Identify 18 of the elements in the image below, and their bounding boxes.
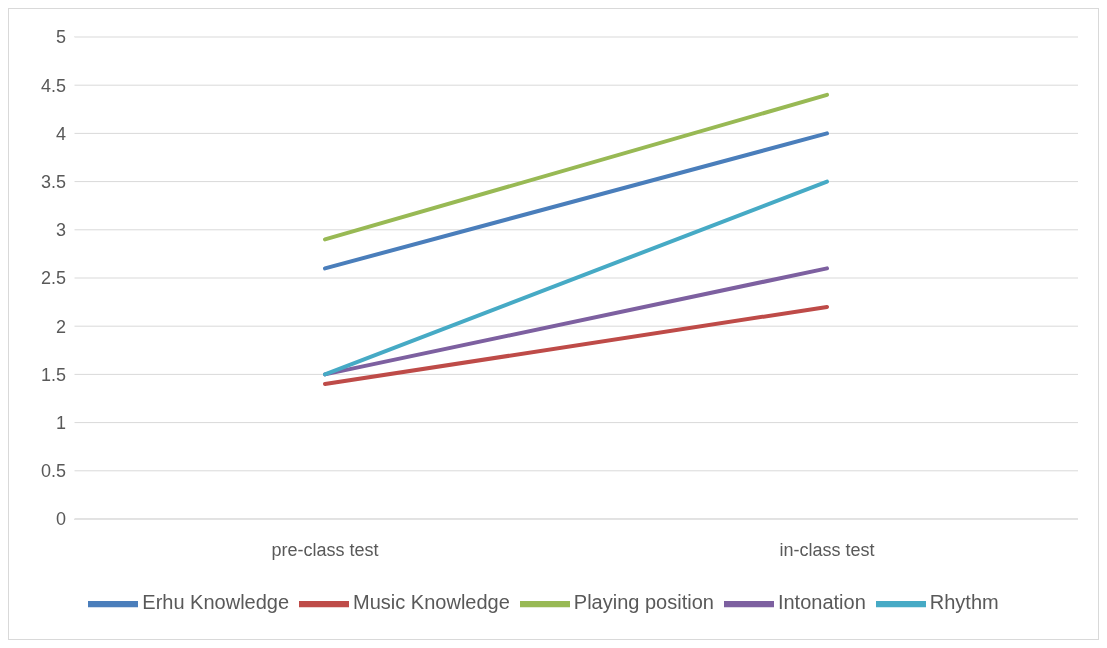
y-tick-label: 1.5 (40, 364, 66, 385)
y-tick-label: 5 (55, 27, 66, 48)
y-tick-label: 4 (55, 123, 66, 144)
y-tick-label: 3.5 (40, 171, 66, 192)
legend-label: Intonation (777, 591, 866, 614)
legend-label: Rhythm (929, 591, 999, 614)
x-tick-label: in-class test (779, 539, 875, 560)
y-tick-label: 1 (55, 412, 66, 433)
y-tick-label: 0 (55, 509, 66, 530)
y-tick-label: 4.5 (40, 75, 66, 96)
x-tick-label: pre-class test (271, 539, 379, 560)
y-tick-label: 3 (55, 220, 66, 241)
y-tick-label: 2.5 (40, 268, 66, 289)
legend-label: Playing position (573, 591, 714, 614)
legend-label: Music Knowledge (353, 591, 510, 614)
y-tick-label: 2 (55, 316, 66, 337)
legend-label: Erhu Knowledge (142, 591, 290, 614)
y-tick-label: 0.5 (40, 461, 66, 482)
